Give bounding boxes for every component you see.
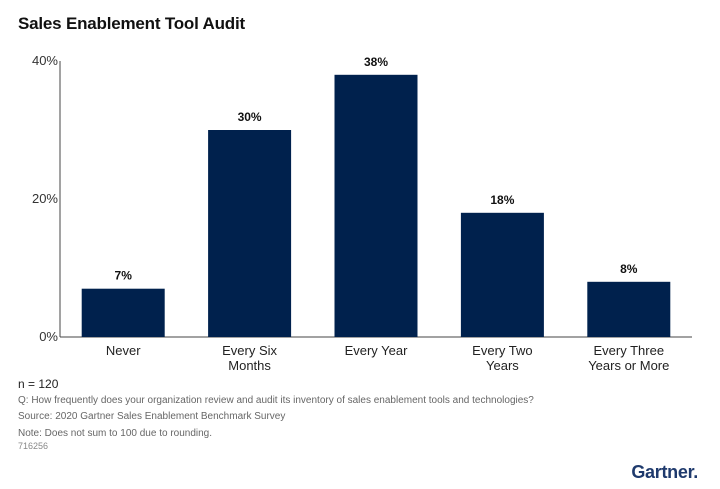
rounding-note: Note: Does not sum to 100 due to roundin…: [18, 427, 213, 439]
data-label: 38%: [364, 55, 388, 69]
y-axis-ticks: 0% 20% 40%: [32, 53, 58, 344]
data-label: 30%: [238, 110, 262, 124]
survey-question: Q: How frequently does your organization…: [18, 394, 534, 406]
document-id: 716256: [18, 441, 49, 451]
chart-title: Sales Enablement Tool Audit: [18, 14, 245, 33]
sample-size: n = 120: [18, 377, 59, 391]
bars: [81, 74, 671, 338]
data-label: 7%: [115, 269, 133, 283]
x-tick-label: Every Six Months: [222, 343, 277, 373]
x-tick-label: Never: [106, 343, 141, 358]
x-tick-label: Every Year: [345, 343, 409, 358]
bar: [334, 74, 418, 338]
data-label: 8%: [620, 262, 638, 276]
bar-chart: 0% 20% 40% 7% 30% 38% 18% 8% Never Every Six Mon…: [32, 53, 692, 373]
bar: [208, 130, 292, 337]
y-tick-label: 20%: [32, 191, 58, 206]
gartner-logo: Gartner.: [631, 462, 698, 483]
x-tick-label: Every Two Years: [472, 343, 532, 373]
y-tick-label: 40%: [32, 53, 58, 68]
source-note: Source: 2020 Gartner Sales Enablement Be…: [18, 411, 286, 422]
x-tick-label: Every Three Years or More: [588, 343, 669, 373]
bar: [460, 212, 544, 337]
x-axis-labels: Never Every Six Months Every Year Every Two Y…: [106, 343, 670, 373]
data-labels: 7% 30% 38% 18% 8%: [115, 55, 638, 283]
bar: [587, 281, 671, 337]
data-label: 18%: [490, 193, 514, 207]
y-tick-label: 0%: [39, 329, 58, 344]
logo-text: Gartner: [631, 462, 694, 482]
logo-dot: .: [693, 462, 698, 482]
bar: [81, 288, 165, 337]
footnotes: n = 120 Q: How frequently does your orga…: [18, 376, 534, 442]
